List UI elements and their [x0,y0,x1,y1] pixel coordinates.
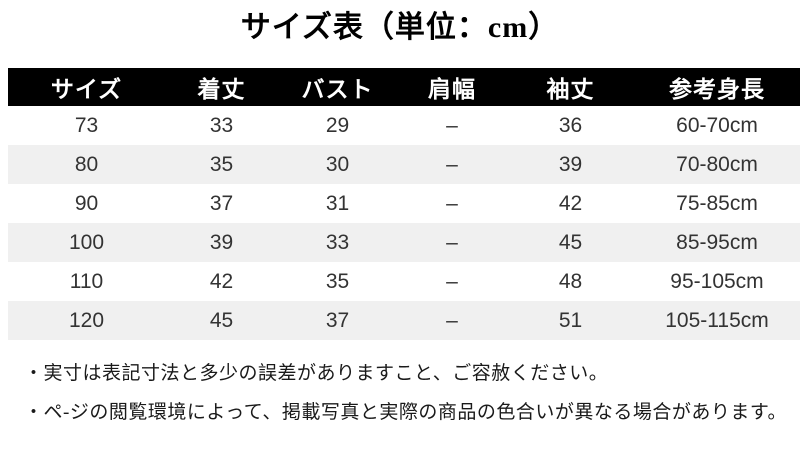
page-title: サイズ表（単位：cm） [240,11,560,44]
header-row: サイズ 着丈 バスト 肩幅 袖丈 参考身長 [8,68,800,106]
cell-size: 110 [69,269,104,293]
table-row: 90 37 31 – 42 75-85cm [8,184,800,223]
cell-size: 90 [74,191,99,215]
cell-size: 100 [68,230,105,254]
size-chart-page: サイズ表（単位：cm） サイズ 着丈 バスト 肩幅 袖丈 参考身長 73 33 … [0,10,800,451]
cell-height: 85-95cm [676,230,758,254]
cell-height: 75-85cm [676,191,758,215]
size-table: サイズ 着丈 バスト 肩幅 袖丈 参考身長 73 33 29 – 36 60-7… [8,68,800,340]
cell-height: 70-80cm [676,152,758,176]
cell-length: 42 [209,269,234,293]
note-color-difference: ・ペ-ジの閲覧環境によって、掲載写真と実際の商品の色合いが異なる場合があります。 [24,401,787,423]
cell-bust: 31 [325,191,350,215]
cell-bust: 29 [325,113,350,137]
table-row: 100 39 33 – 45 85-95cm [8,223,800,262]
cell-height: 105-115cm [665,308,769,332]
cell-sleeve: 51 [558,308,583,332]
cell-size: 73 [74,113,99,137]
cell-size: 120 [68,308,105,332]
cell-bust: 37 [325,308,350,332]
cell-shoulder: – [446,308,458,332]
table-row: 73 33 29 – 36 60-70cm [8,106,800,145]
col-header-size: サイズ [8,68,165,106]
cell-shoulder: – [446,191,458,215]
size-table-body: 73 33 29 – 36 60-70cm 80 35 30 – 39 70-8… [8,106,800,340]
col-header-height: 参考身長 [634,68,800,106]
col-header-length: 着丈 [165,68,278,106]
cell-length: 35 [209,152,234,176]
cell-shoulder: – [446,269,458,293]
table-row: 80 35 30 – 39 70-80cm [8,145,800,184]
notes: ・実寸は表記寸法と多少の誤差がありますこと、ご容赦ください。 ・ペ-ジの閲覧環境… [24,360,800,426]
cell-length: 33 [209,113,234,137]
col-header-sleeve: 袖丈 [507,68,634,106]
cell-sleeve: 42 [558,191,583,215]
cell-length: 39 [209,230,234,254]
cell-sleeve: 36 [558,113,583,137]
cell-length: 45 [209,308,234,332]
cell-bust: 35 [325,269,350,293]
cell-size: 80 [74,152,99,176]
cell-sleeve: 48 [558,269,583,293]
cell-sleeve: 39 [558,152,583,176]
cell-length: 37 [209,191,234,215]
cell-height: 60-70cm [676,113,758,137]
note-measurement-tolerance: ・実寸は表記寸法と多少の誤差がありますこと、ご容赦ください。 [24,363,609,384]
col-header-shoulder: 肩幅 [397,68,507,106]
cell-shoulder: – [446,113,458,137]
cell-shoulder: – [446,230,458,254]
cell-sleeve: 45 [558,230,583,254]
cell-shoulder: – [446,152,458,176]
cell-bust: 30 [325,152,350,176]
col-header-bust: バスト [278,68,397,106]
cell-height: 95-105cm [670,269,764,293]
cell-bust: 33 [325,230,350,254]
size-table-header: サイズ 着丈 バスト 肩幅 袖丈 参考身長 [8,68,800,106]
table-row: 110 42 35 – 48 95-105cm [8,262,800,301]
table-row: 120 45 37 – 51 105-115cm [8,301,800,340]
